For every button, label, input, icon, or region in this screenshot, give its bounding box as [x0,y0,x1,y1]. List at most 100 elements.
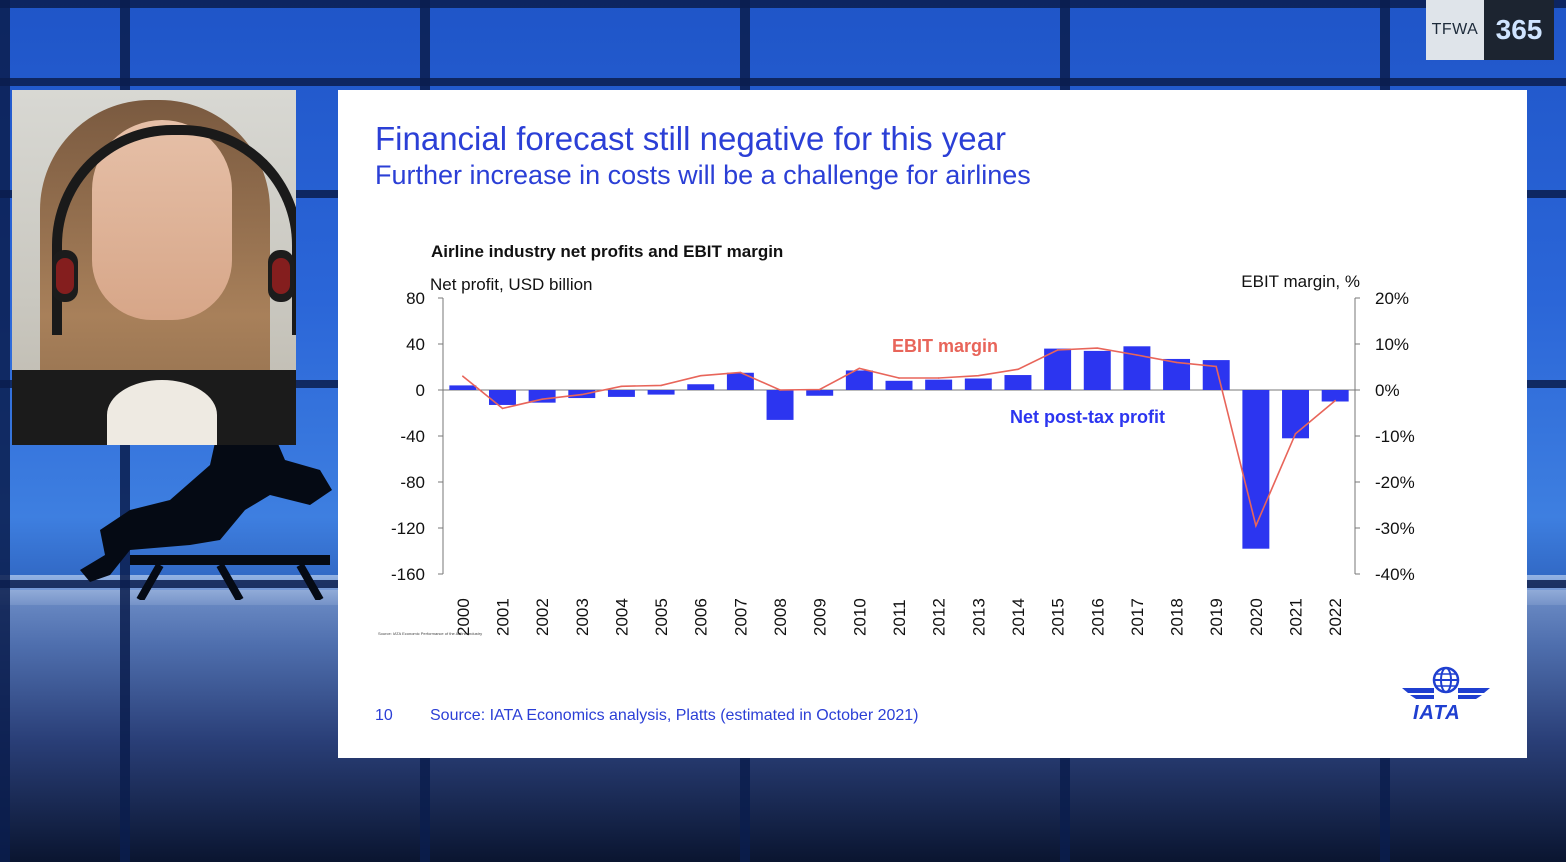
profit-bar-2006 [687,384,715,390]
profit-bar-2019 [1202,360,1230,390]
ebit-point-2017 [1136,354,1138,356]
profit-bar-2013 [964,378,992,390]
y-axis-right-label: EBIT margin, % [1241,272,1360,291]
x-tick-label: 2016 [1088,598,1107,636]
chart-fine-print-source: Source: IATA Economic Performance of the… [378,631,483,636]
ebit-point-2021 [1294,432,1297,435]
x-tick-label: 2021 [1287,598,1306,636]
x-tick-label: 2003 [573,598,592,636]
x-tick-label: 2000 [454,598,473,636]
ebit-point-2001 [501,407,504,410]
profit-bar-2010 [845,370,873,390]
profit-bar-2020 [1242,390,1270,549]
ebit-point-2005 [660,384,662,387]
slide-source-note: Source: IATA Economics analysis, Platts … [430,707,919,724]
y-tick-label-right: 20% [1375,289,1409,308]
x-tick-label: 2008 [771,598,790,636]
profit-bar-2009 [806,390,834,396]
x-tick-label: 2013 [969,598,988,636]
speaker-webcam-video [12,90,296,445]
profit-bar-2008 [766,390,794,420]
ebit-point-2003 [580,393,583,396]
presentation-slide: Financial forecast still negative for th… [338,90,1527,758]
profit-bar-2002 [528,390,556,403]
speaker-shirt [107,380,217,445]
x-tick-label: 2010 [850,598,869,636]
ebit-point-2018 [1175,361,1178,364]
ebit-point-2009 [818,388,821,391]
ebit-point-2008 [779,389,781,391]
y-tick-label-right: -10% [1375,427,1415,446]
iata-globe-wings-logo [1402,666,1490,699]
chart-heading: Airline industry net profits and EBIT ma… [431,242,784,261]
ebit-point-2013 [977,374,980,377]
x-tick-label: 2011 [890,599,909,636]
y-tick-label-left: 40 [406,335,425,354]
profit-bar-2001 [488,390,516,405]
headset-ear-left [52,250,78,302]
y-tick-label-right: -40% [1375,565,1415,584]
ebit-point-2020 [1255,524,1257,527]
slide-page-number: 10 [375,707,393,724]
slide-subtitle: Further increase in costs will be a chal… [375,160,1031,190]
y-tick-label-left: -160 [391,565,425,584]
y-tick-label-left: -120 [391,519,425,538]
x-tick-label: 2002 [533,598,552,636]
y-tick-label-right: 0% [1375,381,1400,400]
x-tick-label: 2019 [1207,598,1226,636]
y-tick-label-right: -20% [1375,473,1415,492]
ebit-point-2022 [1334,399,1336,402]
ebit-point-2002 [541,398,543,401]
window-transom [0,0,1566,8]
tfwa-logo-text: TFWA [1426,0,1484,60]
window-transom [0,78,1566,86]
x-tick-label: 2005 [652,598,671,636]
profit-bar-2016 [1083,350,1111,390]
ebit-point-2010 [858,367,861,370]
ebit-margin-annotation: EBIT margin [892,336,998,356]
x-tick-label: 2012 [930,598,949,636]
profit-bar-2012 [925,379,953,390]
y-axis-left-label: Net profit, USD billion [430,275,593,294]
x-tick-label: 2009 [811,598,830,636]
x-tick-label: 2018 [1168,598,1187,636]
iata-logo-text: IATA [1413,702,1461,724]
ebit-point-2015 [1056,349,1059,351]
ebit-point-2006 [699,374,702,377]
net-profit-annotation: Net post-tax profit [1010,407,1165,427]
window-mullion [0,0,10,862]
x-tick-label: 2001 [493,598,512,636]
y-tick-label-left: 80 [406,289,425,308]
profit-bar-2007 [726,372,754,390]
ebit-point-2012 [937,377,940,379]
y-tick-label-left: 0 [416,381,425,400]
ebit-point-2011 [898,377,900,379]
profit-bar-2015 [1044,348,1072,390]
y-tick-label-right: -30% [1375,519,1415,538]
x-tick-label: 2015 [1049,598,1068,636]
profit-bar-2011 [885,380,913,390]
x-tick-label: 2017 [1128,598,1147,636]
ebit-point-2007 [739,371,742,374]
x-tick-label: 2014 [1009,598,1028,636]
slide-title: Financial forecast still negative for th… [375,120,1006,157]
profit-bar-2021 [1282,390,1310,439]
x-tick-label: 2022 [1326,598,1345,636]
x-tick-label: 2020 [1247,598,1266,636]
ebit-point-2004 [620,385,623,388]
profit-bar-2004 [607,390,635,397]
headset-band [52,125,296,335]
ebit-point-2014 [1017,368,1019,371]
365-logo-text: 365 [1484,0,1554,60]
profit-bar-2022 [1321,390,1349,402]
event-brand-logo: TFWA 365 [1426,0,1554,60]
y-tick-label-left: -80 [400,473,425,492]
ebit-point-2000 [462,375,464,378]
y-tick-label-right: 10% [1375,335,1409,354]
profit-bar-2014 [1004,375,1032,390]
x-tick-label: 2007 [731,598,750,636]
x-tick-label: 2004 [612,598,631,636]
headset-ear-right [268,250,294,302]
profit-bar-2000 [449,385,477,390]
ebit-point-2019 [1215,365,1218,368]
